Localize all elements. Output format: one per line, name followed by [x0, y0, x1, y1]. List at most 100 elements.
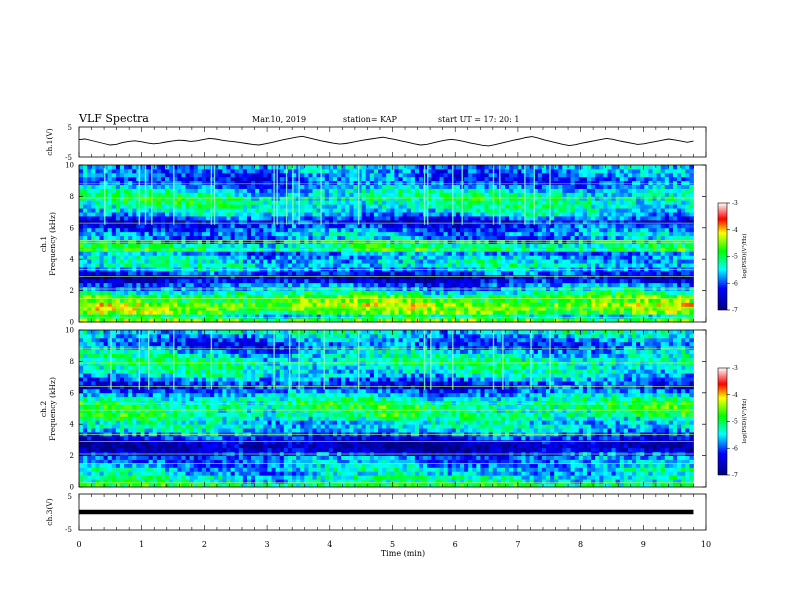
spectrogram-cell	[152, 216, 158, 221]
spectrogram-cell	[95, 251, 100, 256]
spectrogram-cell	[373, 306, 379, 311]
spectrogram-cell	[505, 231, 510, 237]
spectrogram-cell	[328, 294, 334, 299]
spectrogram-cell	[652, 306, 657, 311]
spectrogram-cell	[586, 231, 592, 237]
spectrogram-cell	[197, 235, 203, 240]
spectrogram-cell	[242, 318, 248, 323]
spectrogram-cell	[332, 263, 338, 268]
spectrogram-cell	[255, 219, 260, 225]
spectrogram-cell	[435, 314, 440, 319]
spectrogram-cell	[525, 251, 531, 256]
spectrogram-cell	[324, 294, 330, 299]
spectrogram-cell	[406, 196, 412, 201]
spectrogram-cell	[398, 255, 404, 260]
spectrogram-cell	[226, 318, 231, 323]
spectrogram-cell	[160, 235, 166, 240]
spectrogram-cell	[632, 216, 637, 221]
spectrogram-cell	[480, 318, 485, 323]
spectrogram-cell	[414, 235, 420, 240]
spectrogram-cell	[357, 216, 363, 221]
spectrogram-cell	[664, 200, 670, 205]
spectrogram-cell	[644, 294, 649, 299]
spectrogram-cell	[292, 259, 297, 264]
spectrogram-cell	[234, 251, 240, 256]
spectrogram-cell	[349, 259, 354, 264]
spectrogram-cell	[337, 204, 342, 209]
spectrogram-cell	[505, 314, 510, 319]
spectrogram-cell	[218, 208, 223, 213]
spectrogram-cell	[672, 302, 678, 307]
spectrogram-cell	[267, 282, 272, 288]
spectrogram-cell	[480, 294, 485, 299]
spectrogram-cell	[160, 231, 166, 237]
spectrogram-cell	[222, 216, 227, 221]
spectrogram-cell	[357, 204, 363, 209]
spectrogram-cell	[500, 208, 506, 213]
spectrogram-cell	[681, 294, 686, 299]
spectrogram-cell	[574, 302, 580, 307]
spectrogram-cell	[656, 223, 662, 229]
spectrogram-cell	[173, 310, 178, 315]
spectrogram-cell	[656, 278, 662, 284]
spectrogram-cell	[128, 263, 133, 268]
spectrogram-cell	[488, 270, 494, 276]
spectrogram-cell	[607, 298, 612, 303]
spectrogram-cell	[316, 306, 322, 311]
spectrogram-cell	[353, 294, 358, 299]
spectrogram-cell	[251, 223, 256, 229]
spectrogram-cell	[521, 278, 526, 284]
spectrogram-cell	[550, 243, 555, 248]
spectrogram-cell	[656, 235, 662, 240]
spectrogram-cell	[279, 239, 285, 244]
spectrogram-cell	[627, 282, 633, 288]
spectrogram-cell	[128, 259, 133, 264]
spectrogram-cell	[529, 212, 535, 217]
spectrogram-cell	[99, 188, 104, 193]
spectrogram-cell	[607, 310, 612, 315]
spectrogram-cell	[337, 263, 342, 268]
spectrogram-cell	[541, 204, 547, 209]
spectrogram-cell	[357, 259, 363, 264]
spectrogram-cell	[533, 223, 539, 229]
spectrogram-cell	[279, 216, 285, 221]
spectrogram-cell	[210, 278, 215, 284]
spectrogram-cell	[226, 188, 231, 193]
spectrogram-cell	[541, 282, 547, 288]
spectrogram-cell	[468, 235, 473, 240]
spectrogram-cell	[287, 212, 293, 217]
spectrogram-cell	[382, 231, 387, 237]
spectrogram-cell	[492, 314, 498, 319]
spectrogram-cell	[160, 239, 166, 244]
spectrogram-cell	[271, 235, 277, 240]
spectrogram-cell	[91, 219, 96, 225]
spectrogram-cell	[447, 278, 453, 284]
spectrogram-cell	[435, 223, 440, 229]
spectrogram-cell	[431, 318, 436, 323]
spectrogram-cell	[545, 192, 551, 197]
spectrogram-cell	[582, 298, 588, 303]
spectrogram-cell	[181, 208, 186, 213]
spectrogram-cell	[255, 212, 260, 217]
spectrogram-cell	[505, 251, 510, 256]
spectrogram-cell	[205, 298, 211, 303]
spectrogram-cell	[652, 318, 657, 323]
spectrogram-cell	[595, 235, 600, 240]
spectrogram-cell	[292, 204, 297, 209]
spectrogram-cell	[107, 192, 113, 197]
spectrogram-cell	[439, 219, 444, 225]
spectrogram-cell	[394, 298, 399, 303]
spectrogram-cell	[558, 255, 563, 260]
spectrogram-cell	[476, 192, 481, 197]
spectrogram-cell	[189, 216, 195, 221]
spectrogram-cell	[316, 278, 322, 284]
spectrogram-cell	[455, 274, 461, 280]
spectrogram-cell	[681, 302, 686, 307]
spectrogram-cell	[160, 274, 166, 280]
spectrogram-cell	[345, 298, 350, 303]
spectrogram-cell	[205, 212, 211, 217]
spectrogram-cell	[279, 227, 285, 233]
spectrogram-cell	[287, 208, 293, 213]
spectrogram-cell	[251, 255, 256, 260]
spectrogram-cell	[132, 263, 137, 268]
